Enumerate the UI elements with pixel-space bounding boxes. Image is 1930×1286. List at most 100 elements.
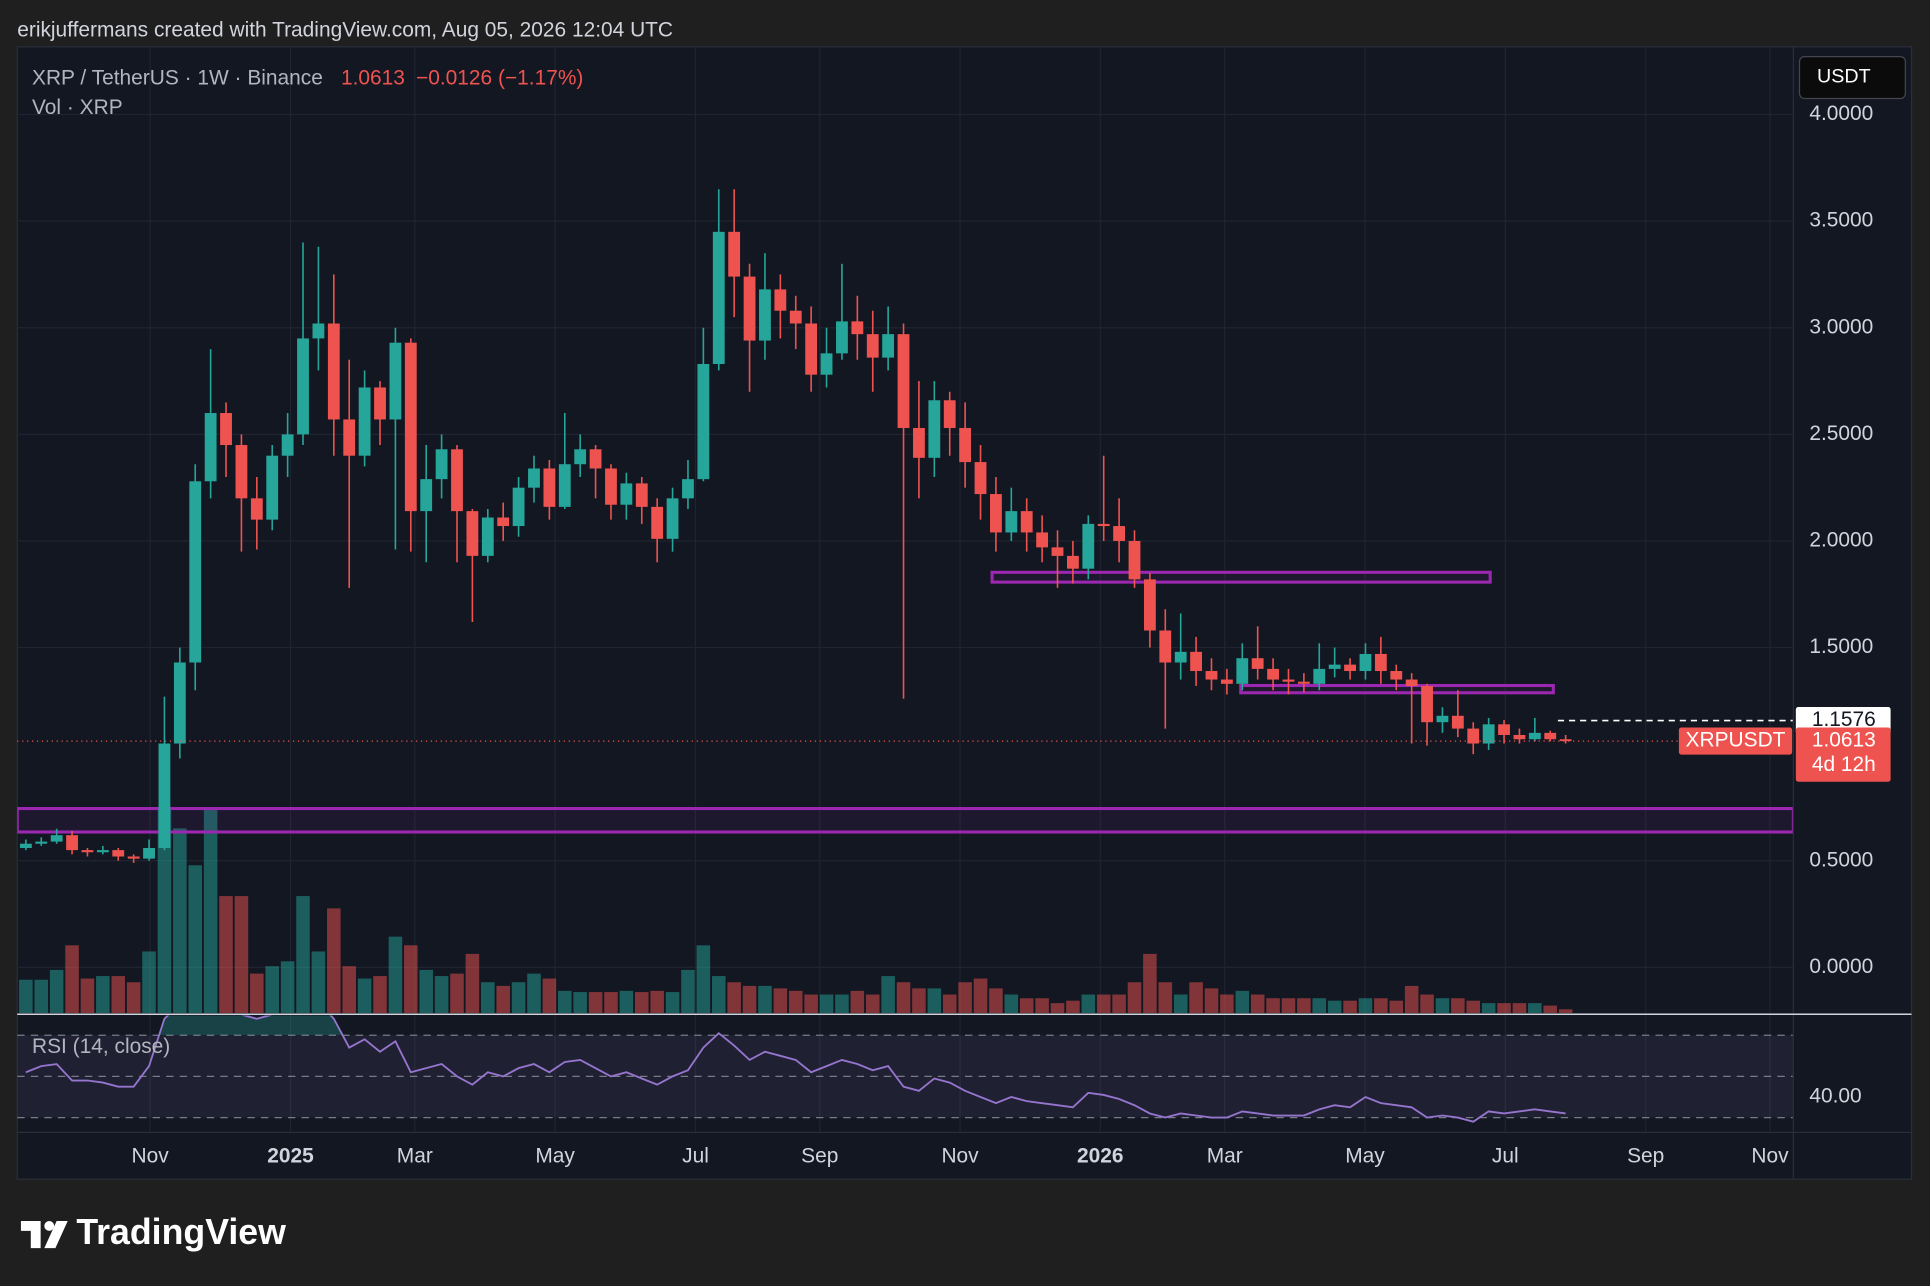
volume-bar bbox=[1358, 998, 1373, 1013]
volume-bar bbox=[111, 976, 126, 1013]
volume-bar bbox=[1435, 998, 1450, 1013]
volume-bar bbox=[342, 966, 356, 1013]
currency-button[interactable] bbox=[1798, 56, 1906, 100]
candle-body bbox=[1374, 653, 1387, 672]
volume-bar bbox=[865, 994, 880, 1013]
currency[interactable]: USDT bbox=[1817, 66, 1871, 88]
volume-bar bbox=[850, 990, 865, 1013]
candle-body bbox=[974, 462, 987, 495]
candle-body bbox=[1313, 668, 1326, 684]
candle-body bbox=[374, 387, 386, 420]
volume-bar bbox=[1266, 998, 1280, 1013]
candle-body bbox=[1159, 630, 1172, 663]
price-change: −0.0126 (−1.17%) bbox=[416, 66, 583, 89]
candle-body bbox=[928, 400, 941, 458]
x-tick-label: Jul bbox=[1492, 1145, 1519, 1168]
volume-bar bbox=[912, 988, 926, 1013]
candle-body bbox=[173, 662, 186, 744]
x-tick-label: May bbox=[535, 1145, 575, 1168]
y-tick-label: 0.5000 bbox=[1809, 848, 1873, 871]
candle-body bbox=[836, 321, 848, 354]
volume-bar bbox=[1112, 994, 1126, 1013]
candle-body bbox=[1174, 651, 1187, 663]
candle-body bbox=[897, 334, 910, 428]
candle-body bbox=[558, 464, 571, 507]
volume-bar bbox=[1050, 1003, 1065, 1013]
candle-body bbox=[682, 479, 694, 499]
candle-body bbox=[1390, 671, 1403, 680]
volume-bar bbox=[727, 982, 741, 1013]
volume-bar bbox=[96, 976, 110, 1013]
volume-bar bbox=[373, 976, 387, 1013]
y-tick-label: 2.0000 bbox=[1809, 529, 1873, 552]
volume-bar bbox=[496, 985, 510, 1013]
candle-body bbox=[1344, 664, 1356, 672]
volume-bar bbox=[173, 828, 187, 1013]
volume-bar bbox=[989, 988, 1003, 1013]
candle-body bbox=[143, 847, 155, 859]
volume-bar bbox=[1451, 998, 1465, 1013]
volume-bar bbox=[1343, 1000, 1357, 1013]
volume-bar bbox=[65, 945, 79, 1013]
volume-bar bbox=[681, 969, 695, 1013]
volume-bar bbox=[958, 982, 972, 1013]
candle-body bbox=[466, 511, 479, 556]
volume-bar bbox=[835, 994, 849, 1013]
candle-body bbox=[1451, 715, 1464, 729]
candle-body bbox=[697, 364, 710, 480]
candle-body bbox=[990, 494, 1002, 533]
overbought-fill bbox=[159, 1015, 722, 1036]
volume-bar bbox=[1189, 982, 1203, 1013]
y-tick-label: 3.5000 bbox=[1809, 209, 1873, 232]
volume-bar bbox=[188, 865, 203, 1013]
candle-body bbox=[913, 427, 925, 458]
volume-bar bbox=[881, 976, 895, 1013]
volume-bar bbox=[927, 988, 942, 1013]
symbol-title: XRP / TetherUS · 1W · Binance bbox=[32, 66, 323, 89]
x-tick-label: Nov bbox=[1751, 1145, 1789, 1168]
volume-bar bbox=[1497, 1003, 1511, 1013]
candle-body bbox=[774, 289, 787, 311]
volume-bar bbox=[19, 979, 33, 1013]
candle-body bbox=[1205, 671, 1218, 680]
symbol-label-box bbox=[1678, 727, 1793, 755]
candle-body bbox=[66, 835, 78, 851]
candle-body bbox=[96, 850, 109, 853]
candle-body bbox=[620, 483, 633, 505]
candle-body bbox=[666, 498, 679, 539]
volume-bar bbox=[973, 978, 988, 1013]
volume-bar bbox=[203, 809, 218, 1013]
volume-bar bbox=[665, 992, 680, 1013]
candle-body bbox=[1421, 685, 1433, 723]
candle-body bbox=[651, 506, 664, 539]
zone bbox=[990, 570, 1492, 584]
candle-body bbox=[1113, 526, 1126, 541]
plot: Nov 2025 Mar May Jul Sep Nov 2026 Mar May Jul Sep No… bbox=[17, 46, 1891, 1168]
volume-bar bbox=[357, 978, 372, 1013]
x-tick-label: Nov bbox=[132, 1145, 170, 1168]
candle-body bbox=[204, 413, 217, 482]
volume-bar bbox=[126, 982, 141, 1013]
countdown: 4d 12h bbox=[1812, 753, 1876, 776]
volume-bar bbox=[1512, 1003, 1527, 1013]
volume-bar bbox=[942, 994, 957, 1013]
candle-body bbox=[959, 427, 972, 463]
volume-label: Vol · XRP bbox=[32, 96, 123, 119]
candle-body bbox=[1082, 523, 1095, 569]
price-pane bbox=[17, 189, 1794, 1013]
candle-body bbox=[1282, 679, 1295, 682]
volume-bar bbox=[34, 979, 49, 1013]
x-tick-label: 2025 bbox=[267, 1145, 314, 1168]
volume-bar bbox=[1250, 994, 1265, 1013]
candle-body bbox=[1467, 728, 1480, 744]
candle-body bbox=[512, 487, 525, 527]
volume-bar bbox=[327, 908, 341, 1013]
candle-body bbox=[528, 468, 540, 488]
candle-body bbox=[789, 310, 802, 324]
candle-body bbox=[728, 231, 741, 277]
x-tick-label: May bbox=[1345, 1145, 1385, 1168]
candle-body bbox=[1005, 511, 1018, 533]
volume-bar bbox=[1158, 982, 1173, 1013]
volume-bar bbox=[1543, 1005, 1558, 1013]
